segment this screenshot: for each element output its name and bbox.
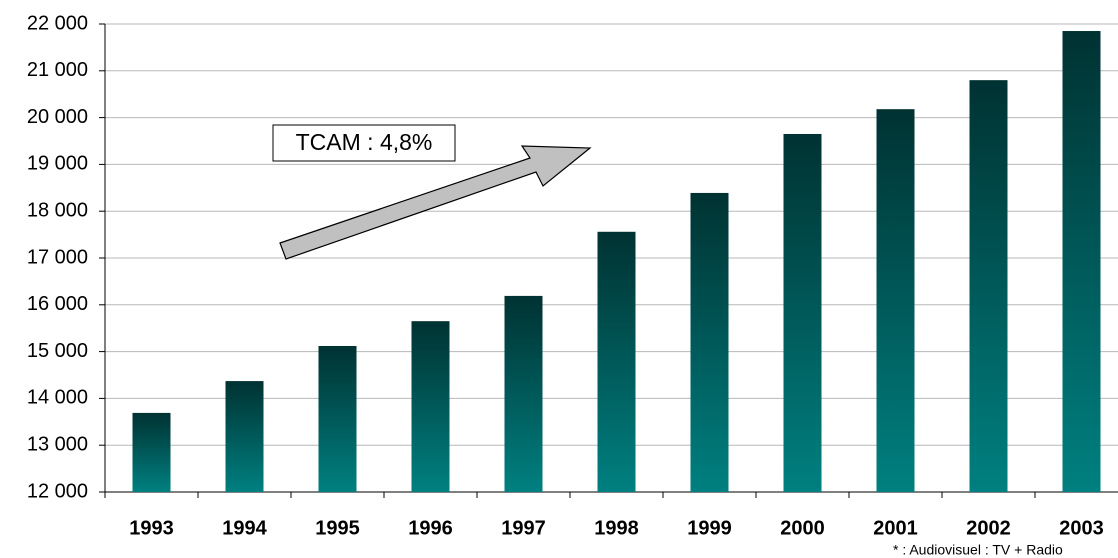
x-tick-label: 2001 <box>873 517 918 539</box>
bar <box>876 109 915 493</box>
y-tick-label: 20 000 <box>27 106 88 128</box>
y-tick-label: 14 000 <box>27 387 88 409</box>
x-tick-label: 1996 <box>408 517 453 539</box>
y-tick-label: 19 000 <box>27 153 88 175</box>
y-tick-label: 22 000 <box>27 12 88 34</box>
x-tick-label: 1993 <box>129 517 174 539</box>
bar <box>411 321 450 492</box>
y-tick-label: 16 000 <box>27 293 88 315</box>
y-tick-label: 18 000 <box>27 199 88 221</box>
bar <box>1062 31 1101 493</box>
y-tick-label: 12 000 <box>27 480 88 502</box>
x-tick-label: 2000 <box>780 517 825 539</box>
bar <box>969 80 1008 492</box>
y-tick-label: 15 000 <box>27 340 88 362</box>
bar <box>504 295 543 492</box>
bar <box>132 412 171 492</box>
bar <box>597 231 636 493</box>
annotation-box <box>272 124 456 162</box>
bar <box>318 345 357 492</box>
x-tick-label: 2003 <box>1059 517 1104 539</box>
annotation: TCAM : 4,8% <box>296 129 433 155</box>
x-tick-label: 1999 <box>687 517 732 539</box>
x-tick-label: 2002 <box>966 517 1011 539</box>
y-tick-label: 13 000 <box>27 433 88 455</box>
y-tick-label: 17 000 <box>27 246 88 268</box>
footnote: * : Audiovisuel : TV + Radio <box>893 542 1063 558</box>
x-tick-label: 1995 <box>315 517 360 539</box>
x-tick-label: 1994 <box>222 517 267 539</box>
trend-arrow <box>279 145 592 260</box>
bar <box>690 192 729 492</box>
y-tick-label: 21 000 <box>27 59 88 81</box>
x-tick-label: 1997 <box>501 517 546 539</box>
bar <box>225 381 264 492</box>
x-tick-label: 1998 <box>594 517 639 539</box>
bar <box>783 133 822 493</box>
